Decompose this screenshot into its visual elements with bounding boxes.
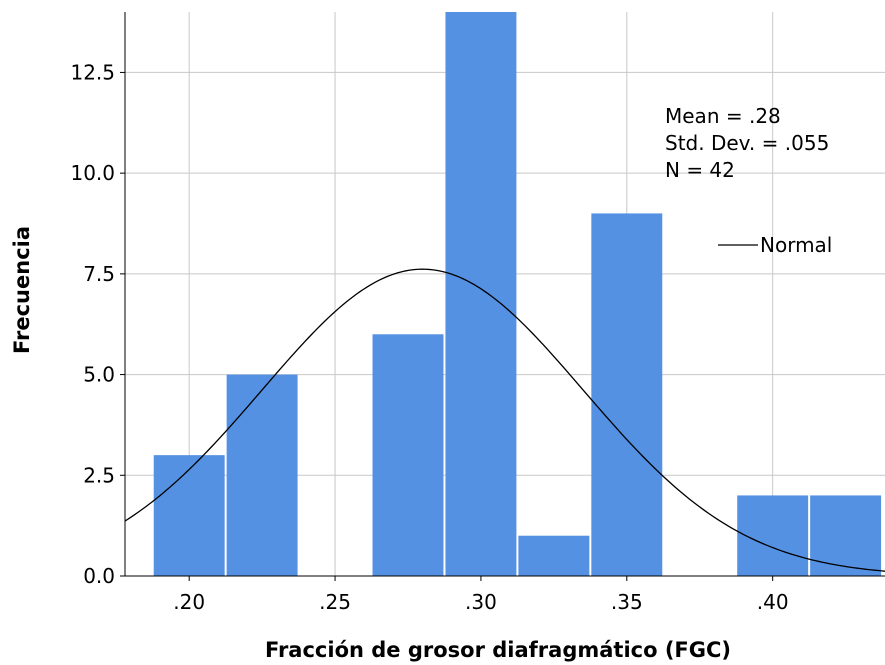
histogram-bar-4 [445,12,517,576]
legend-label-normal: Normal [760,233,832,257]
x-tick-label-0: .20 [173,590,205,614]
histogram-bar-5 [518,535,590,576]
histogram-bar-3 [372,334,444,576]
stats-std-dev: Std. Dev. = .055 [665,131,829,155]
histogram-bars [153,12,882,576]
stats-n: N = 42 [665,158,735,182]
axes [124,12,885,577]
statistics-box: Mean = .28 Std. Dev. = .055 N = 42 [665,104,829,182]
legend: Normal [718,233,832,257]
x-tick-label-2: .30 [465,590,497,614]
y-tick-label-1: 2.5 [83,463,115,487]
normal-curve-layer [124,268,885,572]
histogram-bar-8 [737,495,809,576]
x-tick-label-1: .25 [319,590,351,614]
y-tick-label-3: 7.5 [83,262,115,286]
x-axis-title: Fracción de grosor diafragmático (FGC) [265,638,731,662]
y-axis-title: Frecuencia [10,226,34,354]
histogram-bar-6 [591,213,663,576]
histogram-bar-0 [153,455,225,576]
normal-curve [124,268,885,572]
stats-mean: Mean = .28 [665,104,781,128]
y-tick-label-5: 12.5 [70,60,115,84]
x-tick-label-4: .40 [757,590,789,614]
y-tick-label-0: 0.0 [83,564,115,588]
histogram-bar-9 [810,495,882,576]
x-tick-label-3: .35 [611,590,643,614]
y-tick-label-4: 10.0 [70,161,115,185]
y-tick-label-2: 5.0 [83,363,115,387]
tick-labels: .20 .25 .30 .35 .40 0.0 2.5 5.0 7.5 10.0 12.5 [70,60,788,614]
histogram-bar-1 [226,374,298,576]
